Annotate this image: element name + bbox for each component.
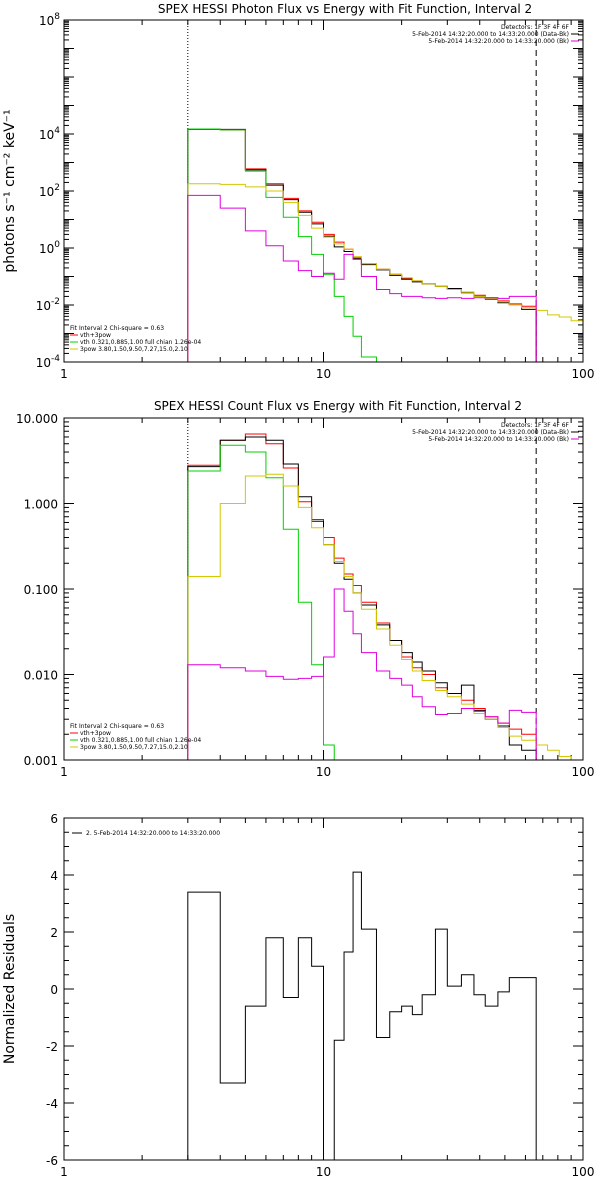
residuals-series-data (187, 871, 537, 1160)
photon-y-tick-base: 10 (39, 14, 54, 28)
photon-series-total (187, 128, 537, 362)
residuals-y-tick-label: 2 (50, 926, 58, 940)
residuals-panel: 1 10 100 -6 -4 -2 0 2 4 6 Normalized Residuals 2. 5… (2, 812, 594, 1179)
photon-x-tick-label: 10 (316, 367, 331, 381)
count-legend-top-right-text: 5-Feb-2014 14:32:20.000 to 14:33:20.000 … (428, 436, 569, 443)
photon-legend-bottom-left-text: Fit Interval 2 Chi-square = 0.63 (70, 325, 164, 332)
count-y-tick-label: 0.100 (24, 583, 58, 597)
residuals-x-tick-label: 100 (572, 1165, 595, 1179)
residuals-y-axis-label: Normalized Residuals (2, 914, 18, 1064)
count-legend-bottom-left-text: 3pow 3.80,1.50,9.50,7.27,15.0,2.10 (80, 744, 188, 751)
count-flux-panel: SPEX HESSI Count Flux vs Energy with Fit… (16, 399, 594, 779)
photon-y-axis-label: photons s⁻¹ cm⁻² keV⁻¹ (2, 109, 18, 272)
photon-y-tick-exponent: 2 (54, 183, 60, 193)
photon-legend-top-right-text: 5-Feb-2014 14:32:20.000 to 14:33:20.000 … (412, 31, 569, 38)
photon-y-tick-exponent: -2 (51, 297, 60, 307)
count-y-tick-label: 1.000 (24, 498, 58, 512)
photon-y-tick-label: 104 (39, 126, 60, 142)
photon-x-tick-label: 100 (572, 367, 595, 381)
photon-y-tick-base: 10 (39, 242, 54, 256)
photon-series-thermal (187, 128, 391, 362)
residuals-plot-frame (63, 817, 584, 1161)
residuals-y-tick-label: 6 (50, 812, 58, 826)
count-legend-bottom-left-text: vth 0.321,0.885,1.00 full chian 1.26e-04 (80, 737, 201, 744)
count-legend-bottom-left-text: vth+3pow (80, 730, 111, 737)
photon-y-tick-exponent: 4 (54, 126, 60, 136)
residuals-legend-top-left-text: 2. 5-Feb-2014 14:32:20.000 to 14:33:20.0… (86, 830, 220, 837)
residuals-y-tick-label: 0 (50, 983, 58, 997)
photon-y-tick-base: 10 (39, 128, 54, 142)
count-x-tick-label: 1 (60, 765, 68, 779)
residuals-y-tick-label: -4 (46, 1097, 58, 1111)
residuals-y-tick-label: 4 (50, 869, 58, 883)
photon-series-background (187, 194, 537, 362)
photon-series-power_law (187, 183, 583, 362)
photon-flux-panel: SPEX HESSI Photon Flux vs Energy with Fi… (2, 2, 594, 381)
photon-y-tick-exponent: 0 (54, 240, 60, 250)
residuals-y-tick-label: -6 (46, 1154, 58, 1168)
photon-y-tick-label: 100 (39, 240, 60, 256)
photon-legend-top-right-text: 5-Feb-2014 14:32:20.000 to 14:33:20.000 … (428, 38, 569, 45)
photon-y-tick-exponent: -4 (51, 354, 60, 364)
photon-y-tick-label: 10-4 (36, 354, 61, 370)
count-x-tick-label: 100 (572, 765, 595, 779)
count-legend-top-right-text: 5-Feb-2014 14:32:20.000 to 14:33:20.000 … (412, 429, 569, 436)
residuals-x-tick-label: 10 (316, 1165, 331, 1179)
count-y-tick-label: 0.001 (24, 754, 58, 768)
count-panel-title: SPEX HESSI Count Flux vs Energy with Fit… (154, 399, 522, 413)
count-legend-bottom-left-text: Fit Interval 2 Chi-square = 0.63 (70, 723, 164, 730)
residuals-y-tick-label: -2 (46, 1040, 58, 1054)
count-series-power_law (187, 473, 583, 760)
photon-y-tick-base: 10 (36, 299, 51, 313)
photon-y-tick-base: 10 (36, 356, 51, 370)
photon-y-tick-label: 102 (39, 183, 60, 199)
photon-series-data (187, 128, 537, 362)
photon-y-tick-label: 108 (39, 12, 60, 28)
photon-legend-bottom-left-text: vth 0.321,0.885,1.00 full chian 1.26e-04 (80, 339, 201, 346)
count-series-background (187, 588, 537, 760)
count-series-thermal (187, 444, 345, 760)
photon-y-tick-base: 10 (39, 185, 54, 199)
photon-panel-title: SPEX HESSI Photon Flux vs Energy with Fi… (158, 2, 532, 16)
photon-legend-top-right-text: Detectors: 1F 3F 4F 6F (501, 24, 570, 31)
count-y-tick-label: 0.010 (24, 669, 58, 683)
photon-y-tick-label: 10-2 (36, 297, 60, 313)
photon-x-tick-label: 1 (60, 367, 68, 381)
photon-y-tick-exponent: 8 (54, 12, 60, 22)
photon-plot-frame (63, 19, 584, 363)
photon-legend-bottom-left-text: vth+3pow (80, 332, 111, 339)
count-x-tick-label: 10 (316, 765, 331, 779)
residuals-x-tick-label: 1 (60, 1165, 68, 1179)
photon-legend-bottom-left-text: 3pow 3.80,1.50,9.50,7.27,15.0,2.10 (80, 346, 188, 353)
count-legend-top-right-text: Detectors: 1F 3F 4F 6F (501, 422, 570, 429)
count-plot-frame (63, 417, 584, 761)
count-y-tick-label: 10.000 (16, 412, 58, 426)
